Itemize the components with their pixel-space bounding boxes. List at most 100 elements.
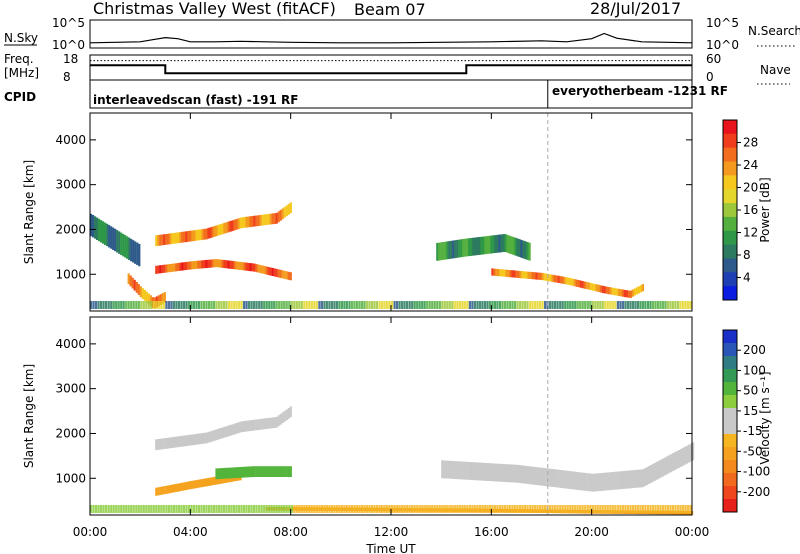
heatmap-cell	[521, 271, 524, 279]
heatmap-cell	[213, 259, 216, 268]
colorbar-cell	[723, 120, 737, 135]
heatmap-cell	[625, 290, 628, 298]
ground-scatter-cell	[386, 505, 389, 513]
heatmap-cell	[565, 277, 568, 285]
ground-scatter-cell	[255, 505, 258, 513]
heatmap-cell	[209, 259, 212, 268]
heatmap-cell	[199, 229, 202, 241]
ground-scatter-cell	[220, 505, 223, 513]
heatmap-cell	[187, 231, 190, 242]
heatmap-cell	[682, 447, 685, 466]
ground-scatter-cell	[290, 505, 293, 513]
heatmap-cell	[573, 471, 576, 490]
ground-scatter-cell	[606, 301, 609, 309]
heatmap-cell	[255, 419, 258, 431]
heatmap-cell	[229, 467, 232, 479]
cpid-frame	[89, 79, 693, 109]
heatmap-cell	[106, 223, 109, 247]
heatmap-cell	[265, 214, 268, 225]
ground-scatter-cell	[641, 505, 644, 513]
heatmap-cell	[243, 466, 246, 478]
ground-scatter-cell	[639, 505, 642, 513]
heatmap-cell	[171, 263, 174, 272]
heatmap-cell	[139, 286, 142, 298]
heatmap-cell	[619, 289, 622, 297]
heatmap-cell	[519, 271, 522, 279]
ground-scatter-cell	[481, 301, 484, 309]
heatmap-cell	[486, 236, 489, 254]
heatmap-cell	[96, 217, 99, 240]
heatmap-cell	[227, 260, 230, 269]
heatmap-cell	[526, 242, 529, 260]
heatmap-cell	[462, 239, 465, 257]
noise-panel: N.Sky 10^5 10^0 10^5 10^0 N.Search	[4, 16, 800, 52]
ground-scatter-cell	[275, 505, 278, 513]
ground-scatter-cell	[278, 301, 281, 309]
heatmap-cell	[575, 279, 578, 287]
ground-scatter-cell	[323, 301, 326, 309]
ground-scatter-cell	[666, 301, 670, 309]
heatmap-cell	[279, 209, 282, 221]
heatmap-cell	[201, 479, 204, 488]
ground-scatter-cell	[677, 505, 680, 513]
heatmap-cell	[141, 288, 144, 299]
ground-scatter-cell	[619, 301, 622, 309]
heatmap-cell	[522, 240, 525, 259]
ground-scatter-cell	[95, 301, 98, 309]
ground-scatter-cell	[669, 505, 672, 513]
heatmap-cell	[601, 285, 604, 293]
heatmap-cell	[463, 461, 466, 480]
ground-scatter-cell	[574, 301, 577, 309]
ground-scatter-cell	[406, 505, 409, 513]
ground-scatter-cell	[411, 301, 414, 309]
heatmap-cell	[245, 466, 248, 478]
ground-scatter-cell	[629, 505, 632, 513]
ground-scatter-cell	[140, 505, 143, 513]
heatmap-cell	[157, 295, 160, 307]
heatmap-cell	[221, 475, 224, 484]
heatmap-cell	[189, 261, 192, 270]
ground-scatter-cell	[539, 301, 542, 309]
heatmap-cell	[213, 226, 216, 237]
heatmap-cell	[181, 231, 184, 243]
ground-scatter-cell	[513, 301, 517, 309]
ground-scatter-cell	[117, 301, 120, 309]
colorbar-cell	[723, 447, 737, 461]
heatmap-cell	[483, 462, 486, 481]
ground-scatter-cell	[396, 505, 399, 513]
ground-scatter-cell	[521, 301, 524, 309]
heatmap-cell	[458, 239, 461, 258]
heatmap-cell	[181, 435, 184, 447]
ground-scatter-cell	[215, 505, 218, 513]
ground-scatter-cell	[611, 301, 614, 309]
heatmap-cell	[615, 471, 618, 490]
heatmap-cell	[493, 268, 496, 276]
heatmap-cell	[454, 240, 457, 259]
heatmap-cell	[133, 279, 136, 291]
ground-scatter-cell	[278, 505, 281, 513]
power-colorbar-label: Power [dB]	[758, 177, 772, 242]
heatmap-cell	[537, 272, 540, 280]
heatmap-cell	[177, 483, 180, 492]
heatmap-cell	[155, 439, 158, 451]
heatmap-cell	[191, 434, 194, 446]
ground-scatter-cell	[120, 301, 123, 309]
heatmap-cell	[130, 238, 133, 262]
ground-scatter-cell	[172, 505, 175, 513]
ground-scatter-cell	[498, 301, 502, 309]
date-label: 28/Jul/2017	[590, 0, 681, 18]
heatmap-cell	[607, 472, 610, 491]
ground-scatter-cell	[175, 301, 178, 309]
heatmap-cell	[247, 216, 250, 228]
heatmap-cell	[187, 435, 190, 446]
heatmap-cell	[157, 265, 160, 274]
heatmap-cell	[255, 264, 258, 273]
velocity-colorbar-cells	[723, 330, 737, 513]
ground-scatter-cell	[90, 505, 93, 513]
heatmap-cell	[235, 423, 238, 434]
nave-tick-high: 60	[706, 52, 721, 66]
ground-scatter-cell	[554, 301, 557, 309]
heatmap-cell	[453, 461, 456, 479]
heatmap-cell	[281, 412, 284, 424]
heatmap-cell	[470, 238, 473, 256]
